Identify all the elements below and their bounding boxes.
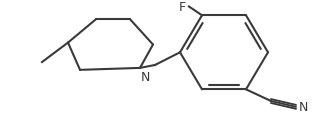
- Text: N: N: [299, 101, 308, 113]
- Text: F: F: [179, 1, 186, 14]
- Text: N: N: [141, 70, 150, 83]
